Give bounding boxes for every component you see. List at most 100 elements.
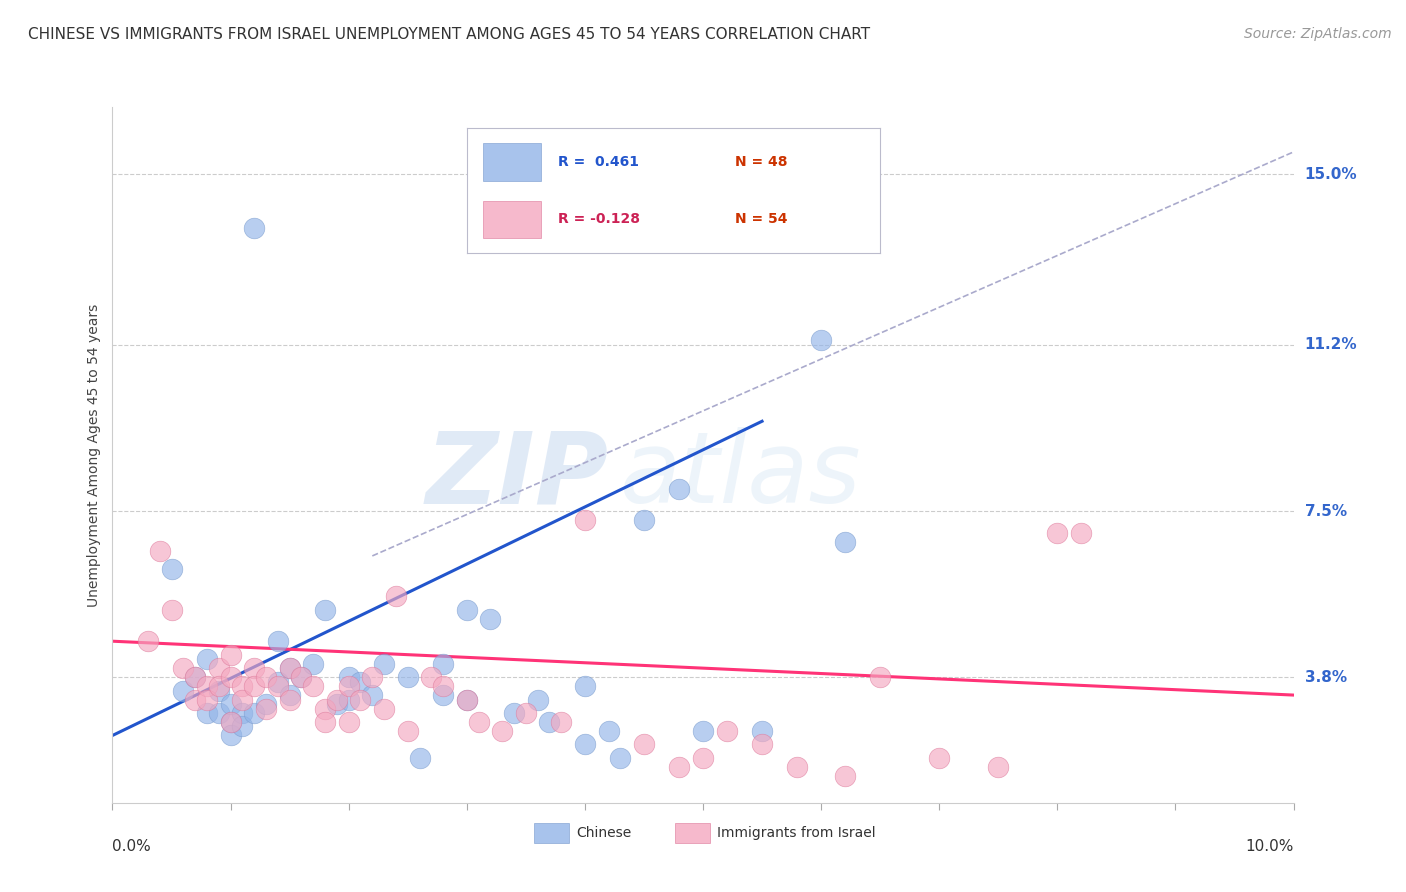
Point	[195, 692, 218, 706]
Point	[751, 738, 773, 752]
Point	[184, 670, 207, 684]
Point	[1070, 526, 1092, 541]
Point	[337, 692, 360, 706]
Point	[243, 706, 266, 720]
Text: 11.2%: 11.2%	[1305, 337, 1357, 352]
Point	[361, 670, 384, 684]
Point	[834, 769, 856, 783]
Point	[243, 661, 266, 675]
Point	[467, 714, 489, 729]
Point	[254, 697, 277, 711]
Point	[278, 688, 301, 702]
Point	[503, 706, 526, 720]
Point	[219, 729, 242, 743]
Point	[326, 697, 349, 711]
Point	[609, 751, 631, 765]
Point	[373, 701, 395, 715]
Point	[810, 334, 832, 348]
Point	[302, 679, 325, 693]
Text: Source: ZipAtlas.com: Source: ZipAtlas.com	[1244, 27, 1392, 41]
Point	[219, 714, 242, 729]
Point	[373, 657, 395, 671]
Point	[302, 657, 325, 671]
Point	[361, 688, 384, 702]
Point	[751, 723, 773, 738]
Point	[254, 670, 277, 684]
Point	[172, 661, 194, 675]
Point	[420, 670, 443, 684]
Point	[432, 657, 454, 671]
Point	[538, 714, 561, 729]
Point	[172, 683, 194, 698]
Text: 3.8%: 3.8%	[1305, 670, 1347, 685]
Point	[574, 679, 596, 693]
Point	[219, 714, 242, 729]
Point	[149, 544, 172, 558]
Point	[195, 679, 218, 693]
Point	[184, 670, 207, 684]
Point	[243, 221, 266, 235]
Point	[219, 697, 242, 711]
Point	[290, 670, 312, 684]
Y-axis label: Unemployment Among Ages 45 to 54 years: Unemployment Among Ages 45 to 54 years	[87, 303, 101, 607]
Point	[396, 670, 419, 684]
Point	[834, 535, 856, 549]
Text: ZIP: ZIP	[426, 427, 609, 524]
Point	[574, 738, 596, 752]
Point	[314, 603, 336, 617]
Point	[408, 751, 430, 765]
Point	[337, 670, 360, 684]
Point	[219, 670, 242, 684]
Point	[278, 661, 301, 675]
Point	[869, 670, 891, 684]
Point	[208, 706, 231, 720]
Point	[668, 482, 690, 496]
Point	[243, 679, 266, 693]
Point	[314, 701, 336, 715]
Point	[254, 701, 277, 715]
Point	[515, 706, 537, 720]
Text: Chinese: Chinese	[576, 826, 631, 840]
Point	[136, 634, 159, 648]
Point	[396, 723, 419, 738]
Point	[456, 692, 478, 706]
Point	[432, 688, 454, 702]
Point	[208, 661, 231, 675]
Point	[278, 661, 301, 675]
Point	[716, 723, 738, 738]
Text: 7.5%: 7.5%	[1305, 503, 1347, 518]
Point	[479, 612, 502, 626]
Point	[290, 670, 312, 684]
Point	[231, 692, 253, 706]
Point	[598, 723, 620, 738]
Point	[692, 751, 714, 765]
Text: 10.0%: 10.0%	[1246, 838, 1294, 854]
Point	[267, 679, 290, 693]
Point	[208, 679, 231, 693]
Point	[385, 590, 408, 604]
Point	[456, 603, 478, 617]
Point	[337, 679, 360, 693]
Point	[491, 723, 513, 738]
Point	[928, 751, 950, 765]
Point	[160, 562, 183, 576]
Point	[349, 692, 371, 706]
Point	[160, 603, 183, 617]
Text: CHINESE VS IMMIGRANTS FROM ISRAEL UNEMPLOYMENT AMONG AGES 45 TO 54 YEARS CORRELA: CHINESE VS IMMIGRANTS FROM ISRAEL UNEMPL…	[28, 27, 870, 42]
Point	[195, 706, 218, 720]
Point	[267, 674, 290, 689]
Point	[668, 760, 690, 774]
Point	[987, 760, 1010, 774]
Point	[278, 692, 301, 706]
Point	[267, 634, 290, 648]
Point	[337, 714, 360, 729]
Point	[633, 513, 655, 527]
Point	[550, 714, 572, 729]
Text: Immigrants from Israel: Immigrants from Israel	[717, 826, 876, 840]
Text: 0.0%: 0.0%	[112, 838, 152, 854]
Point	[349, 674, 371, 689]
Point	[195, 652, 218, 666]
Text: 15.0%: 15.0%	[1305, 167, 1357, 182]
Point	[219, 648, 242, 662]
Point	[326, 692, 349, 706]
